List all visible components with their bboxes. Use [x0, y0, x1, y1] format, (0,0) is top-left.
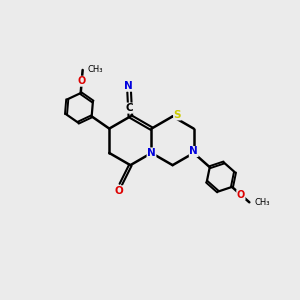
- Text: S: S: [174, 110, 181, 120]
- Text: C: C: [125, 103, 133, 113]
- Text: O: O: [237, 190, 245, 200]
- Text: O: O: [115, 186, 124, 196]
- Text: N: N: [147, 148, 156, 158]
- Text: N: N: [189, 146, 198, 157]
- Text: N: N: [124, 81, 133, 91]
- Text: CH₃: CH₃: [88, 65, 103, 74]
- Text: O: O: [78, 76, 86, 86]
- Text: CH₃: CH₃: [255, 198, 270, 207]
